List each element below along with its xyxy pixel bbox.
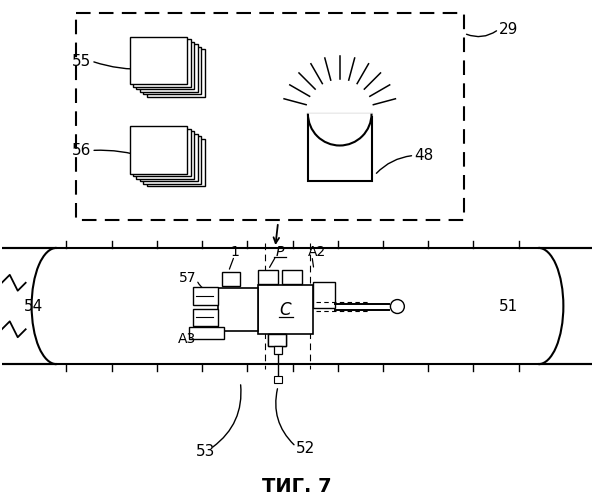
- Text: ΤИГ. 7: ΤИГ. 7: [262, 477, 332, 496]
- Bar: [268, 334, 286, 346]
- Bar: [313, 282, 335, 308]
- Bar: [129, 126, 187, 174]
- Bar: [133, 39, 191, 87]
- Bar: [129, 36, 187, 84]
- Bar: [147, 138, 204, 186]
- Bar: [137, 42, 194, 90]
- Text: 29: 29: [499, 22, 518, 36]
- Text: A2: A2: [308, 245, 326, 259]
- Bar: [268, 334, 286, 346]
- Bar: [219, 288, 258, 332]
- Bar: [77, 14, 464, 220]
- Text: 54: 54: [24, 298, 43, 314]
- Bar: [143, 46, 201, 94]
- Bar: [258, 270, 278, 283]
- Bar: [140, 44, 198, 92]
- Bar: [274, 376, 282, 383]
- Text: 48: 48: [414, 148, 434, 163]
- Bar: [133, 128, 191, 176]
- Bar: [140, 134, 198, 182]
- Text: P: P: [276, 245, 285, 259]
- Bar: [189, 328, 225, 340]
- Bar: [192, 286, 219, 304]
- Bar: [147, 49, 204, 97]
- Circle shape: [390, 300, 405, 314]
- Text: 52: 52: [296, 441, 315, 456]
- Bar: [223, 272, 241, 285]
- Text: 51: 51: [499, 298, 519, 314]
- Text: 57: 57: [179, 270, 197, 284]
- Text: 53: 53: [195, 444, 215, 459]
- Bar: [137, 131, 194, 179]
- Text: 1: 1: [230, 245, 239, 259]
- Text: 55: 55: [71, 54, 91, 68]
- Bar: [274, 346, 282, 354]
- Bar: [282, 270, 302, 283]
- Wedge shape: [308, 114, 371, 146]
- Bar: [143, 136, 201, 184]
- Bar: [192, 308, 219, 326]
- Text: C: C: [280, 300, 292, 318]
- Bar: [258, 284, 313, 335]
- Bar: [308, 114, 371, 182]
- Text: 56: 56: [71, 143, 91, 158]
- Text: A3: A3: [178, 332, 197, 346]
